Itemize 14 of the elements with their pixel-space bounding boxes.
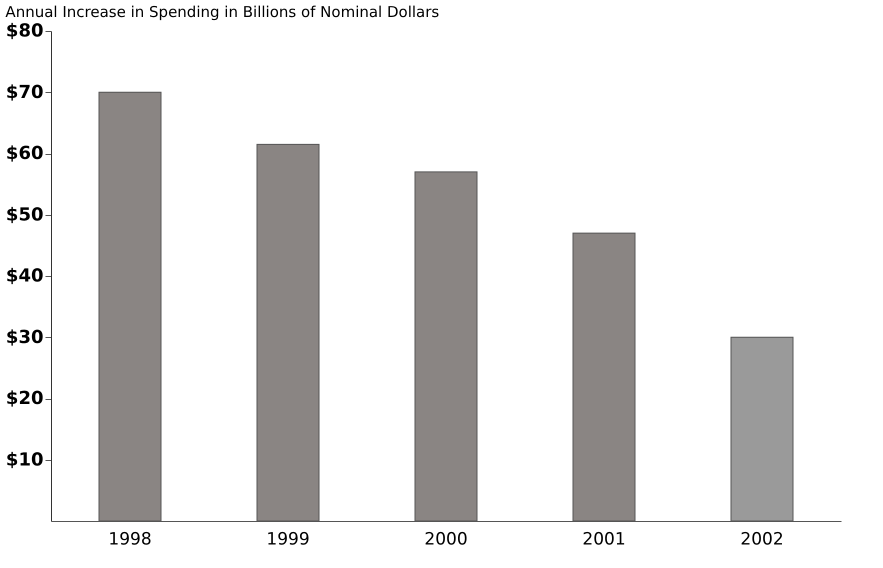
chart-title: Annual Increase in Spending in Billions of Nominal Dollars	[5, 3, 440, 21]
x-tick-label: 2001	[582, 530, 626, 550]
y-tick-label: $60	[6, 143, 44, 164]
x-tick-label: 1999	[266, 530, 310, 550]
y-tick-label: $30	[6, 326, 44, 348]
y-tick-label: $40	[6, 266, 44, 286]
x-tick-label: 1998	[108, 530, 152, 550]
y-tick-label: $20	[6, 388, 44, 409]
x-tick-label: 2000	[424, 530, 468, 550]
y-tick-label: $80	[6, 20, 44, 42]
y-tick-label: $10	[6, 449, 44, 470]
y-tick-label: $70	[6, 82, 44, 103]
x-tick-label: 2002	[740, 530, 784, 550]
y-tick-label: $50	[6, 204, 44, 226]
